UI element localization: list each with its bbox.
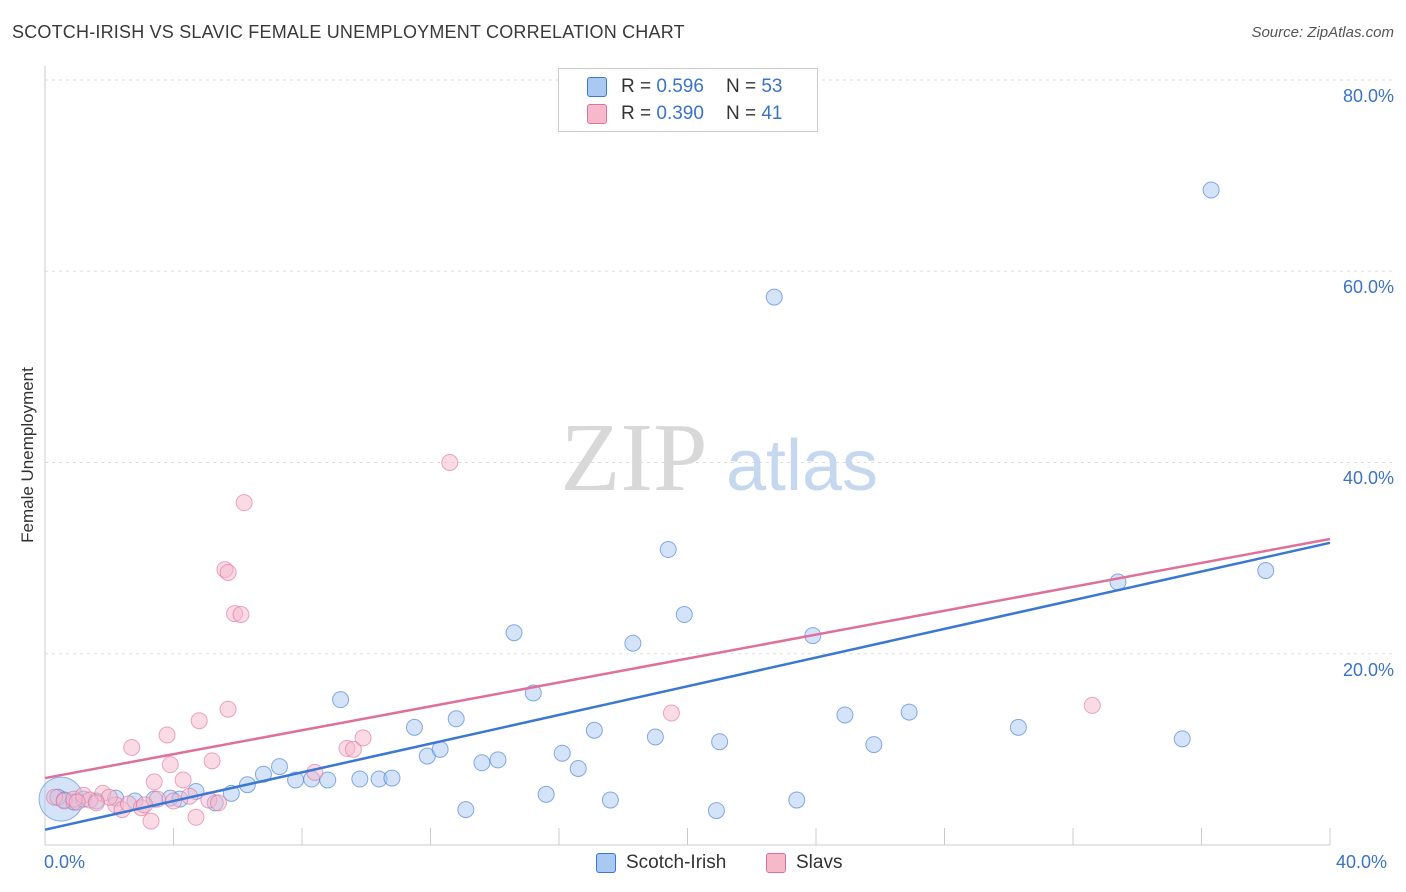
point-slavs bbox=[219, 700, 237, 718]
point-slavs bbox=[187, 808, 205, 826]
y-tick-label: 20.0% bbox=[1342, 660, 1394, 680]
point-scotch-irish bbox=[624, 634, 642, 652]
bottom-legend-swatch-slavs bbox=[766, 853, 786, 873]
point-slavs bbox=[662, 704, 680, 722]
chart-source: Source: ZipAtlas.com bbox=[1251, 24, 1394, 41]
legend-n-label: N = bbox=[725, 76, 757, 97]
legend-row-scotch-irish: R = 0.596 N = 53 bbox=[587, 75, 782, 99]
bottom-legend-scotch-irish: Scotch-Irish bbox=[596, 852, 726, 874]
point-slavs bbox=[203, 752, 221, 770]
axes bbox=[44, 66, 1331, 846]
point-slavs bbox=[142, 812, 160, 830]
legend-n-label: N = bbox=[725, 103, 757, 124]
x-tick-label-min: 0.0% bbox=[44, 852, 86, 872]
point-slavs bbox=[136, 796, 154, 814]
point-scotch-irish bbox=[711, 733, 729, 751]
point-slavs bbox=[190, 712, 208, 730]
trend-line-slavs bbox=[44, 537, 1331, 780]
point-scotch-irish bbox=[505, 624, 523, 642]
point-slavs bbox=[123, 738, 141, 756]
legend-r-value: 0.596 bbox=[656, 76, 704, 97]
point-scotch-irish bbox=[254, 765, 272, 783]
bottom-legend-label: Scotch-Irish bbox=[626, 852, 727, 873]
point-scotch-irish bbox=[332, 691, 350, 709]
point-slavs bbox=[235, 494, 253, 512]
trend-line-scotch-irish bbox=[44, 541, 1331, 831]
point-slavs bbox=[174, 771, 192, 789]
point-slavs bbox=[209, 794, 227, 812]
point-scotch-irish bbox=[537, 785, 555, 803]
x-tick-label-max: 40.0% bbox=[1336, 852, 1388, 872]
point-scotch-irish bbox=[1173, 730, 1191, 748]
point-slavs bbox=[354, 729, 372, 747]
correlation-legend: R = 0.596 N = 53 R = 0.390 N = 41 bbox=[558, 68, 818, 132]
point-scotch-irish bbox=[675, 606, 693, 624]
point-scotch-irish bbox=[865, 736, 883, 754]
point-scotch-irish bbox=[489, 751, 507, 769]
point-slavs bbox=[232, 606, 250, 624]
point-slavs bbox=[161, 756, 179, 774]
data-points bbox=[38, 181, 1275, 830]
point-scotch-irish bbox=[765, 288, 783, 306]
point-scotch-irish bbox=[900, 703, 918, 721]
point-scotch-irish bbox=[473, 754, 491, 772]
point-scotch-irish bbox=[1257, 562, 1275, 580]
point-scotch-irish bbox=[569, 760, 587, 777]
point-slavs bbox=[306, 763, 324, 781]
bottom-legend-slavs: Slavs bbox=[766, 852, 842, 874]
legend-swatch-scotch-irish bbox=[587, 77, 607, 97]
bottom-legend-label: Slavs bbox=[796, 852, 843, 873]
point-scotch-irish bbox=[447, 710, 465, 728]
legend-n-value: 53 bbox=[761, 76, 783, 97]
point-scotch-irish bbox=[1009, 718, 1027, 736]
point-scotch-irish bbox=[457, 801, 475, 819]
point-slavs bbox=[87, 794, 105, 812]
bottom-legend-swatch-scotch-irish bbox=[596, 853, 616, 873]
point-slavs bbox=[1083, 696, 1101, 714]
point-scotch-irish bbox=[351, 770, 369, 788]
trend-lines bbox=[44, 537, 1331, 831]
point-slavs bbox=[68, 793, 86, 811]
legend-row-slavs: R = 0.390 N = 41 bbox=[587, 102, 782, 126]
point-slavs bbox=[145, 773, 163, 791]
legend-r-value: 0.390 bbox=[656, 103, 704, 124]
point-scotch-irish bbox=[601, 791, 619, 809]
point-slavs bbox=[441, 454, 459, 471]
legend-r-label: R = bbox=[621, 76, 652, 97]
point-scotch-irish bbox=[646, 728, 664, 746]
point-scotch-irish bbox=[585, 721, 603, 739]
point-scotch-irish bbox=[553, 744, 571, 762]
point-slavs bbox=[219, 563, 237, 581]
watermark-atlas: atlas bbox=[726, 426, 878, 506]
point-scotch-irish bbox=[405, 718, 423, 736]
chart-title: SCOTCH-IRISH VS SLAVIC FEMALE UNEMPLOYME… bbox=[12, 22, 685, 42]
legend-swatch-slavs bbox=[587, 104, 607, 124]
point-scotch-irish bbox=[707, 802, 725, 820]
legend-r-label: R = bbox=[621, 103, 652, 124]
y-tick-label: 40.0% bbox=[1342, 468, 1394, 488]
point-scotch-irish bbox=[1202, 181, 1220, 199]
y-tick-label: 80.0% bbox=[1342, 86, 1394, 106]
watermark-zip: ZIP bbox=[561, 404, 708, 512]
point-scotch-irish bbox=[383, 769, 401, 787]
grid-lines bbox=[45, 79, 1392, 655]
point-scotch-irish bbox=[836, 706, 854, 724]
point-scotch-irish bbox=[788, 791, 806, 809]
point-scotch-irish bbox=[319, 771, 337, 789]
point-slavs bbox=[344, 740, 362, 758]
point-slavs bbox=[158, 726, 176, 744]
legend-n-value: 41 bbox=[761, 103, 783, 124]
point-scotch-irish bbox=[271, 758, 289, 776]
point-scotch-irish bbox=[659, 541, 677, 559]
y-tick-label: 60.0% bbox=[1342, 277, 1394, 297]
